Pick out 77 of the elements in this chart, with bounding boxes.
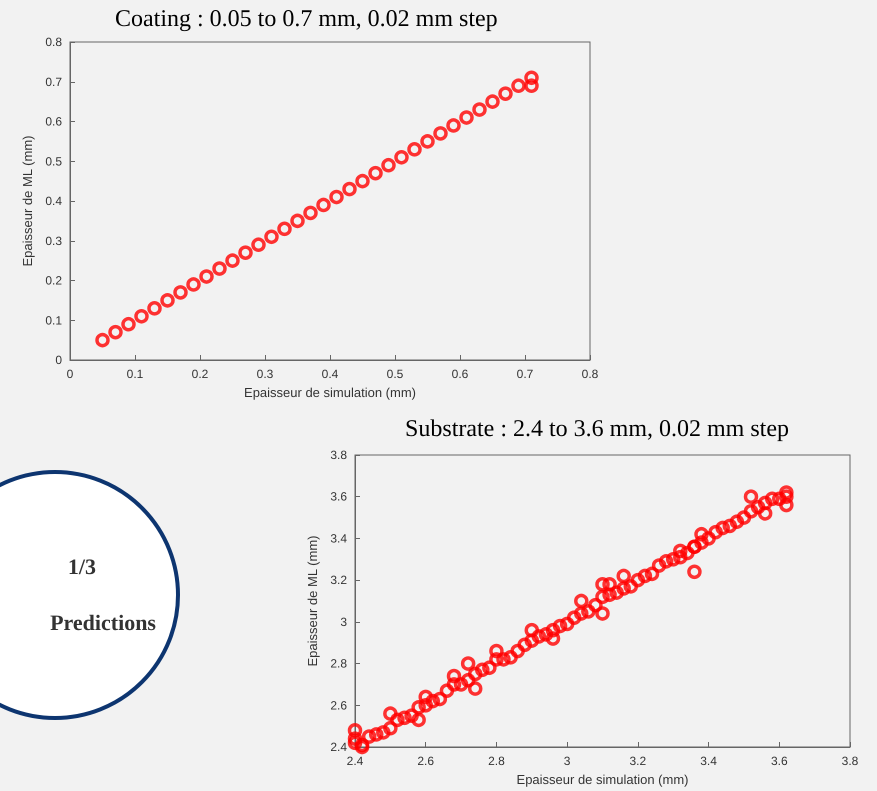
point [95, 332, 110, 348]
point [394, 150, 409, 165]
y-tick-label: 3.4 [330, 531, 348, 546]
x-tick-label: 3 [564, 754, 571, 768]
x-tick-label: 2.4 [346, 754, 364, 768]
x-tick-label: 0.3 [256, 367, 274, 381]
y-tick-label: 3.6 [330, 490, 348, 504]
x-tick-label: 3.8 [842, 754, 859, 768]
x-tick-label: 0 [66, 367, 74, 381]
x-tick-label: 0.5 [386, 367, 404, 381]
x-tick-label: 3.4 [700, 754, 718, 768]
chart-title: Substrate : 2.4 to 3.6 mm, 0.02 mm step [405, 416, 789, 442]
x-tick-label: 0.6 [452, 367, 469, 381]
y-tick-label: 3.8 [330, 448, 348, 462]
point [433, 126, 448, 141]
y-axis-title: Epaisseur de ML (mm) [20, 136, 35, 266]
point [173, 285, 188, 300]
point [342, 182, 357, 196]
y-tick-label: 2.4 [330, 740, 348, 754]
y-tick-label: 0.2 [45, 274, 62, 288]
text: Predictions [50, 610, 156, 636]
y-tick-label: 0.5 [45, 154, 62, 168]
y-tick-label: 0.6 [45, 114, 62, 128]
y-tick-label: 2.8 [330, 656, 348, 671]
x-tick-label: 0.4 [322, 367, 339, 381]
point [485, 94, 500, 109]
point [238, 245, 253, 260]
x-axis-title: Epaisseur de simulation (mm) [516, 772, 688, 787]
point [472, 102, 487, 117]
point [446, 118, 461, 133]
x-tick-label: 0.2 [192, 367, 209, 381]
point [290, 214, 305, 228]
x-tick-label: 2.8 [488, 754, 506, 768]
text: 1/3 [68, 554, 96, 580]
point [459, 110, 474, 125]
y-tick-label: 3 [340, 614, 348, 629]
point [511, 78, 526, 93]
y-tick-label: 0 [55, 353, 62, 367]
point [264, 230, 279, 244]
y-tick-label: 2.6 [330, 698, 348, 712]
point [316, 198, 331, 212]
x-tick-label: 0.8 [582, 367, 599, 381]
point [134, 309, 149, 324]
point [199, 269, 214, 284]
point [355, 174, 370, 188]
point [121, 316, 136, 332]
x-tick-label: 2.6 [417, 754, 434, 768]
point [381, 158, 396, 172]
point [524, 78, 539, 93]
y-axis-title: Epaisseur de ML (mm) [305, 536, 320, 666]
point [420, 134, 435, 149]
point [251, 237, 266, 252]
point [498, 86, 513, 101]
y-tick-label: 0.1 [45, 313, 62, 328]
y-tick-label: 3.2 [330, 573, 348, 588]
point [108, 324, 123, 340]
x-tick-label: 3.2 [630, 754, 647, 768]
point [303, 206, 318, 220]
y-tick-label: 0.7 [45, 74, 62, 89]
point [407, 142, 422, 157]
point [225, 253, 240, 268]
point [524, 70, 539, 86]
point [212, 261, 227, 276]
y-tick-label: 0.8 [45, 35, 62, 49]
y-tick-label: 0.4 [45, 194, 62, 208]
point [147, 301, 162, 316]
x-tick-label: 3.6 [770, 754, 788, 768]
point [160, 293, 175, 308]
x-axis-title: Epaisseur de simulation (mm) [244, 385, 416, 400]
point [329, 190, 344, 204]
x-tick-label: 0.7 [516, 367, 534, 381]
x-tick-label: 0.1 [126, 367, 144, 381]
y-tick-label: 0.3 [45, 234, 62, 248]
chart-title: Coating : 0.05 to 0.7 mm, 0.02 mm step [115, 6, 498, 32]
point [186, 277, 201, 292]
point [368, 166, 383, 180]
point [277, 222, 292, 236]
